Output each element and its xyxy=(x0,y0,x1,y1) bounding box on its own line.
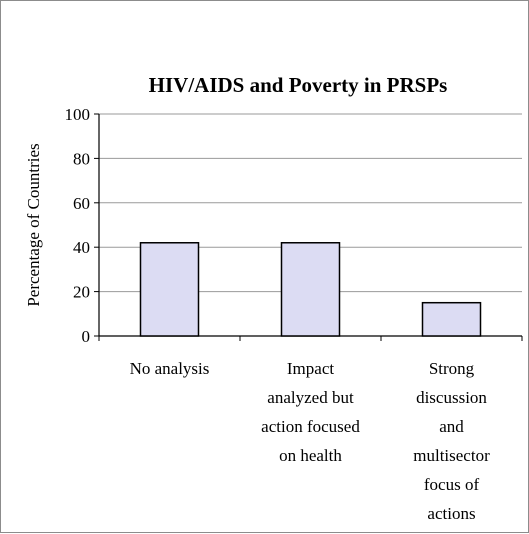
y-tick-label: 60 xyxy=(73,194,90,213)
y-tick-labels: 0 20 40 60 80 100 xyxy=(65,105,91,346)
x-category-label: Strong discussion and multisector focus of ac… xyxy=(413,359,490,523)
chart-title: HIV/AIDS and Poverty in PRSPs xyxy=(149,73,448,97)
y-tick-label: 100 xyxy=(65,105,91,124)
bar xyxy=(421,301,482,337)
y-tick-label: 40 xyxy=(73,238,90,257)
x-category-label: Impact analyzed but action focused on healt… xyxy=(261,359,360,465)
x-category-label: No analysis xyxy=(130,359,210,378)
y-tick-label: 0 xyxy=(82,327,91,346)
y-tick-label: 80 xyxy=(73,149,90,168)
bar xyxy=(280,242,341,337)
y-axis-label: Percentage of Countries xyxy=(24,143,43,306)
y-tick-label: 20 xyxy=(73,283,90,302)
bar xyxy=(139,242,200,337)
x-category-labels: No analysis Impact analyzed but action focu… xyxy=(130,359,490,523)
bars xyxy=(139,242,482,337)
